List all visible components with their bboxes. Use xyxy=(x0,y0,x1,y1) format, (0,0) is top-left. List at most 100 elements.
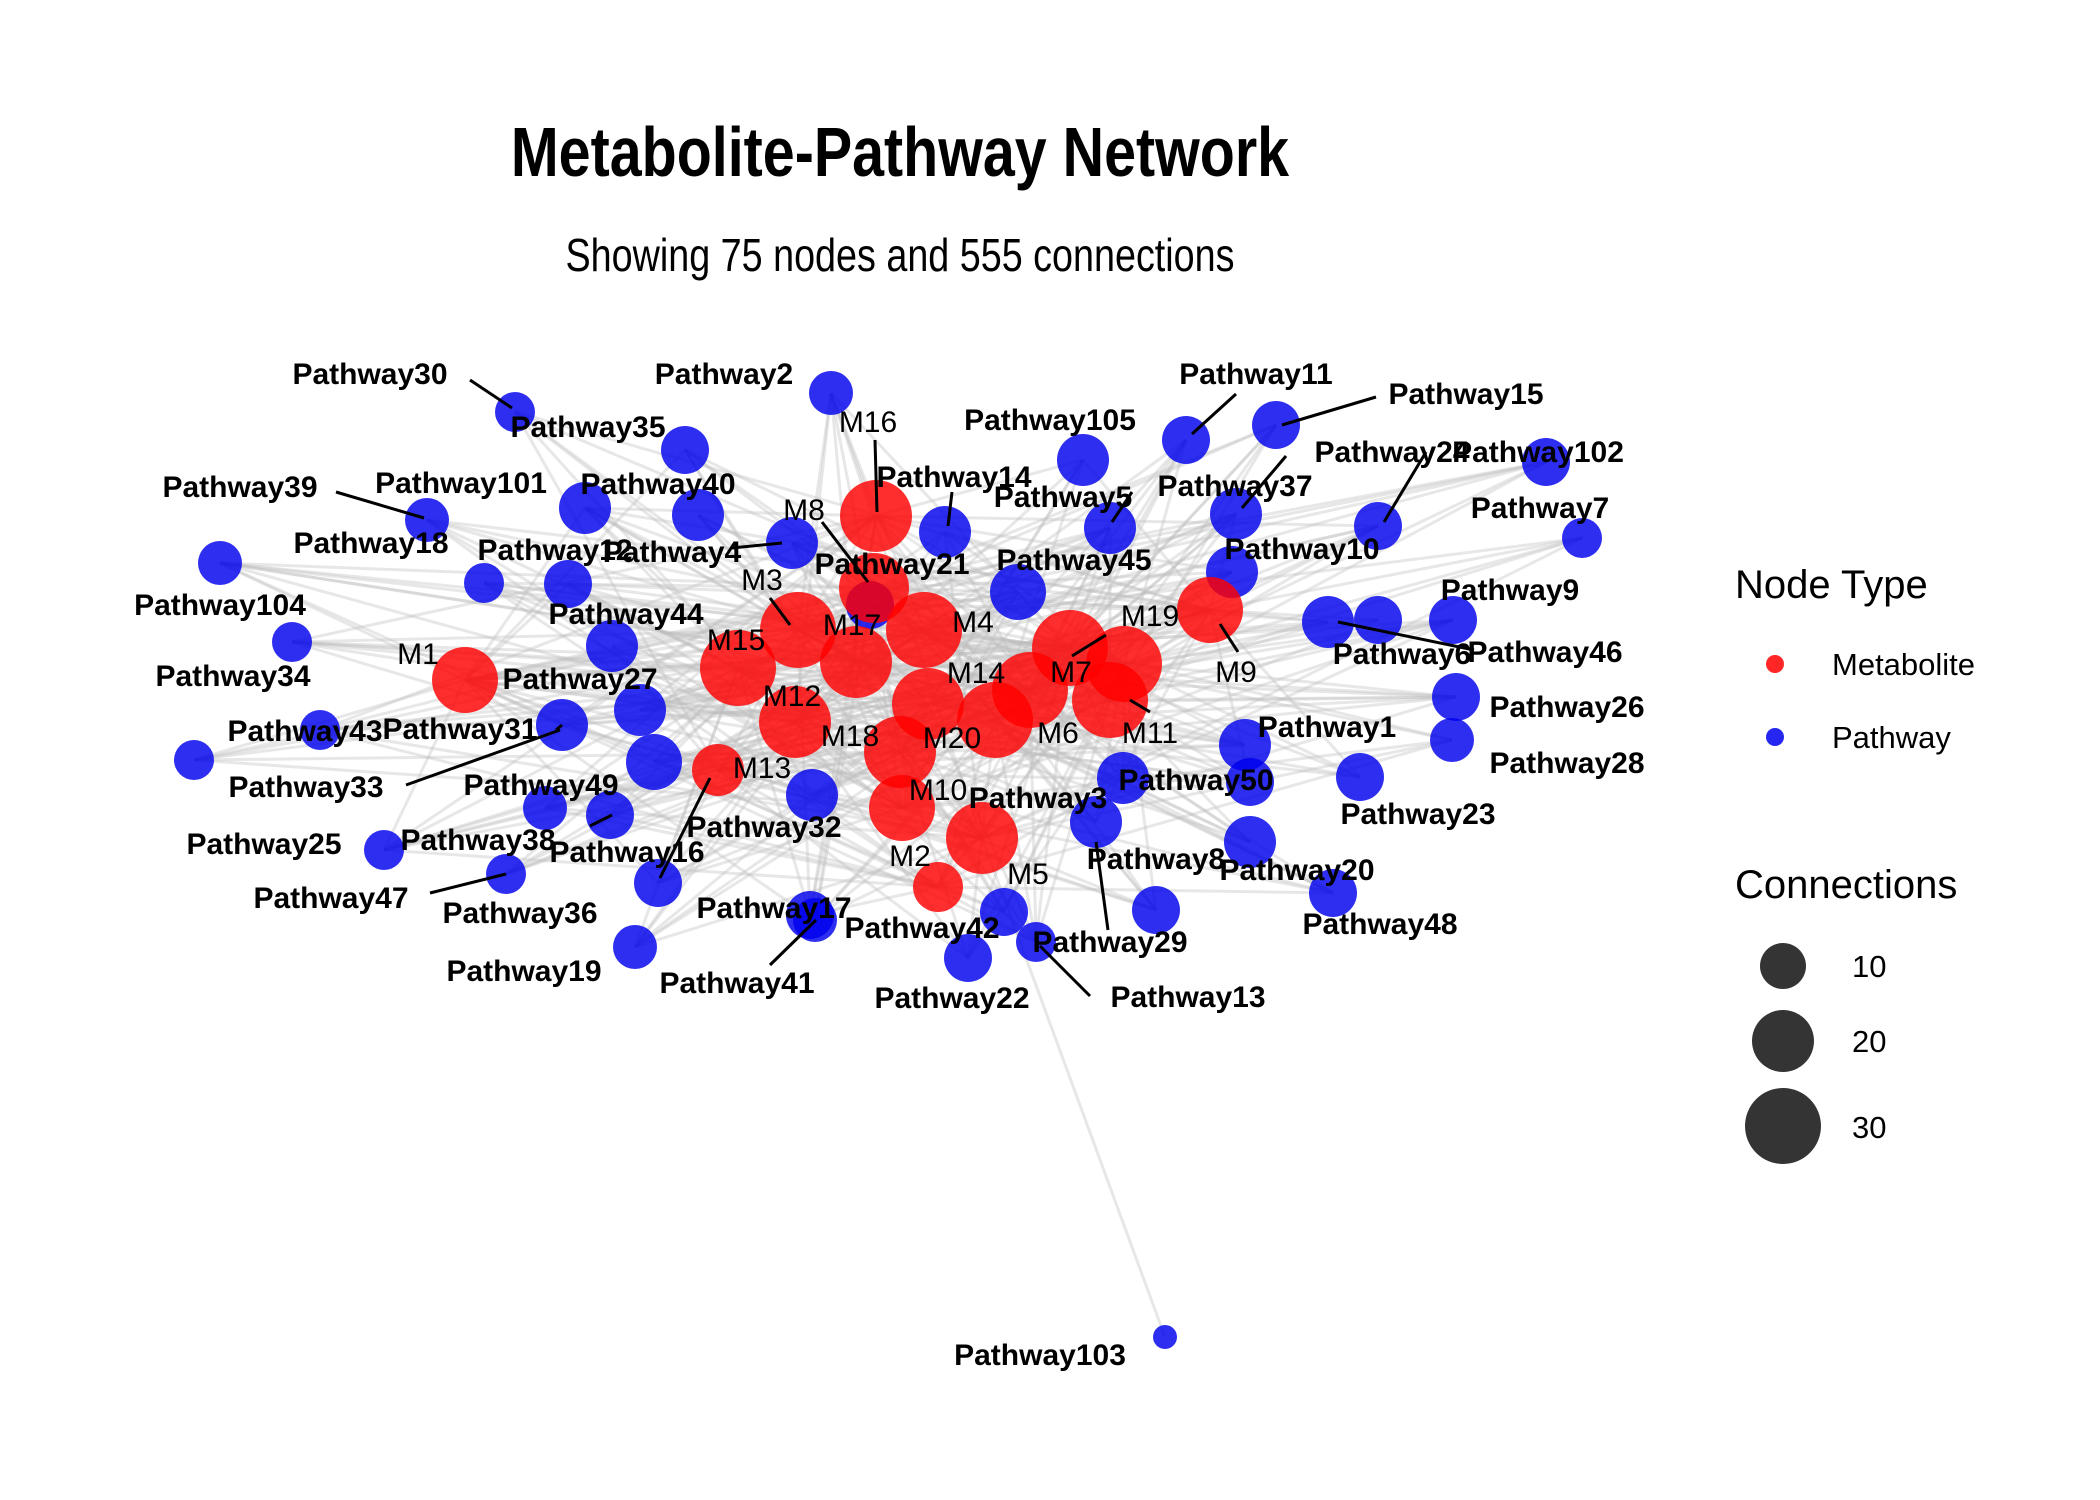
pathway-label-pathway31: Pathway31 xyxy=(382,713,537,746)
edge xyxy=(291,628,799,644)
pathway-node-pathway28 xyxy=(1430,718,1474,762)
leader-line xyxy=(873,439,879,513)
legend-metabolite-label: Metabolite xyxy=(1832,647,1975,682)
edge xyxy=(873,586,1329,624)
leader-line xyxy=(1190,392,1238,436)
metabolite-node-m2 xyxy=(913,862,963,912)
pathway-label-pathway38: Pathway38 xyxy=(400,824,555,857)
edge xyxy=(426,518,939,889)
leader-line xyxy=(1129,698,1151,714)
pathway-node-pathway103 xyxy=(1153,1325,1177,1349)
metabolite-label-m7: M7 xyxy=(1050,656,1092,689)
pathway-node-pathway22 xyxy=(944,934,992,982)
pathway-label-pathway46: Pathway46 xyxy=(1467,636,1622,669)
pathway-node-pathway15 xyxy=(1252,401,1300,449)
leader-line xyxy=(1218,623,1240,653)
pathway-node-pathway16 xyxy=(634,859,682,907)
metabolite-node-m8 xyxy=(839,553,909,623)
metabolite-label-m10: M10 xyxy=(909,774,967,807)
leader-line xyxy=(1281,395,1377,427)
pathway-node-pathway36 xyxy=(523,786,567,830)
pathway-node-pathway32 xyxy=(786,769,838,821)
pathway-node-pathway44 xyxy=(586,620,638,672)
pathway-label-pathway15: Pathway15 xyxy=(1388,378,1543,411)
legend-size-20-label: 20 xyxy=(1852,1024,1886,1059)
pathway-node-pathway2 xyxy=(809,371,853,415)
edge xyxy=(193,628,799,762)
pathway-node-pathway5 xyxy=(1084,502,1136,554)
pathway-label-pathway23: Pathway23 xyxy=(1340,798,1495,831)
leader-line xyxy=(1382,451,1428,523)
edge xyxy=(1109,695,1457,702)
pathway-node-pathway8 xyxy=(1226,758,1274,806)
leader-line xyxy=(658,777,712,879)
legend-size-10-label: 10 xyxy=(1852,949,1886,984)
pathway-label-pathway45: Pathway45 xyxy=(996,544,1151,577)
pathway-label-pathway16: Pathway16 xyxy=(549,836,704,869)
pathway-label-pathway4: Pathway4 xyxy=(603,536,742,569)
edge xyxy=(611,644,903,810)
edge xyxy=(981,738,1453,840)
pathway-label-pathway2: Pathway2 xyxy=(655,358,793,391)
edge xyxy=(873,423,1277,590)
metabolite-node-m10 xyxy=(869,775,935,841)
edge xyxy=(193,758,903,810)
edge xyxy=(611,586,875,648)
pathway-label-pathway47: Pathway47 xyxy=(253,882,408,915)
legend-size-30-swatch xyxy=(1745,1088,1821,1164)
legend-size-20-swatch xyxy=(1752,1010,1814,1072)
edge xyxy=(219,561,796,724)
metabolite-node-m4 xyxy=(886,592,962,668)
edge xyxy=(426,518,903,810)
edge xyxy=(639,514,877,712)
pathway-node-pathway105 xyxy=(1057,434,1109,486)
label-layer: Pathway1 Pathway2 Pathway3 Pathway4 Pathway5… xyxy=(134,358,1644,1372)
leader-line xyxy=(1110,491,1134,523)
pathway-label-pathway17: Pathway17 xyxy=(696,892,851,925)
pathway-node-pathway50 xyxy=(1097,752,1149,804)
metabolite-node-m5 xyxy=(946,802,1018,874)
edge xyxy=(1209,536,1583,612)
leader-line xyxy=(555,723,563,732)
pathway-node-pathway104 xyxy=(198,541,242,585)
pathway-node-pathway18 xyxy=(464,563,504,603)
metabolite-label-m3: M3 xyxy=(741,564,783,597)
pathway-label-pathway43: Pathway43 xyxy=(227,715,382,748)
pathway-label-pathway18: Pathway18 xyxy=(293,527,448,560)
pathway-label-pathway13: Pathway13 xyxy=(1110,981,1265,1014)
edge xyxy=(657,750,901,885)
pathway-node-pathway39 xyxy=(405,498,449,542)
edge xyxy=(219,561,799,632)
edge xyxy=(1002,699,1112,913)
leader-line xyxy=(1038,944,1092,998)
edge xyxy=(383,666,739,852)
pathway-node-pathway46 xyxy=(1354,596,1402,644)
pathway-node-pathway6 xyxy=(1302,596,1354,648)
pathway-node-pathway101 xyxy=(559,482,611,534)
pathway-node-pathway9 xyxy=(1429,596,1477,644)
edge xyxy=(937,885,1334,895)
metabolite-label-m2: M2 xyxy=(889,840,931,873)
pathway-label-pathway35: Pathway35 xyxy=(510,411,665,444)
pathway-label-pathway40: Pathway40 xyxy=(580,468,735,501)
metabolite-node-m16 xyxy=(840,480,912,552)
pathway-label-pathway102: Pathway102 xyxy=(1452,436,1624,469)
metabolite-node-m17 xyxy=(820,626,892,698)
pathway-label-pathway104: Pathway104 xyxy=(134,589,306,622)
edge xyxy=(793,721,970,959)
pathway-label-pathway32: Pathway32 xyxy=(686,811,841,844)
pathway-label-pathway33: Pathway33 xyxy=(228,771,383,804)
pathway-label-pathway30: Pathway30 xyxy=(292,358,447,391)
edge xyxy=(426,518,1211,612)
edge xyxy=(561,514,877,727)
edge xyxy=(901,806,1157,912)
edge xyxy=(383,750,901,852)
metabolite-node-m14 xyxy=(992,652,1068,728)
edge xyxy=(875,514,1071,650)
edge xyxy=(291,640,796,724)
edge xyxy=(463,678,660,885)
metabolite-node-m19 xyxy=(1086,626,1162,702)
legend-size-10-swatch xyxy=(1760,943,1806,989)
leader-line xyxy=(1337,620,1475,652)
pathway-label-pathway34: Pathway34 xyxy=(155,660,310,693)
